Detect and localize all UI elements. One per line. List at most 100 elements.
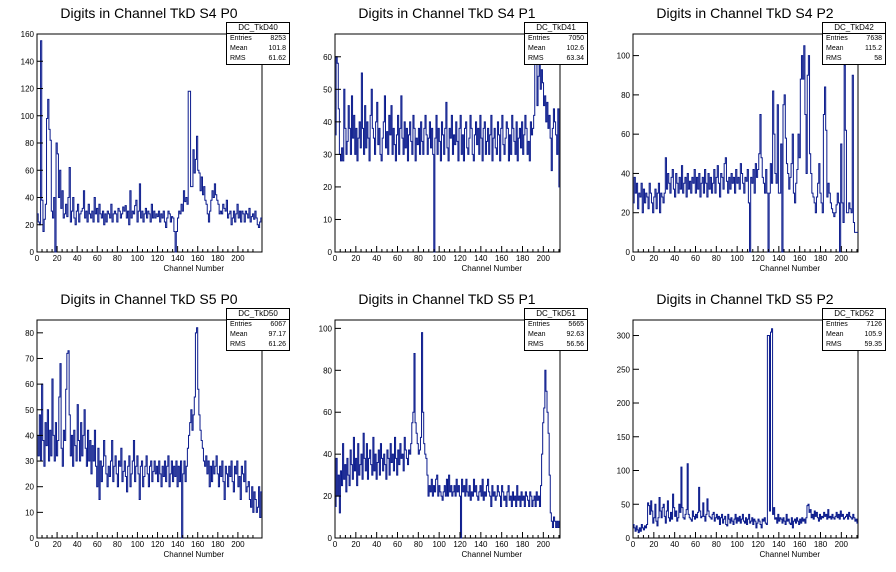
y-tick-label: 10: [323, 215, 332, 224]
y-tick-label: 40: [25, 431, 34, 440]
x-tick-label: 40: [73, 254, 82, 263]
x-tick-label: 140: [171, 254, 185, 263]
histogram-plot: 0 20 40 60 80 100 120 140 160 180 200 0 20 40 60 80 100 1…: [21, 30, 263, 273]
y-tick-label: 40: [621, 169, 630, 178]
stats-row-entries: Entries 6067: [227, 320, 289, 330]
x-tick-label: 100: [432, 540, 446, 549]
plot-frame: [36, 319, 263, 539]
x-tick-label: 100: [730, 254, 744, 263]
plot-frame: [632, 33, 859, 253]
stats-label: Mean: [230, 331, 248, 338]
stats-row-mean: Mean 105.9: [823, 330, 885, 340]
chart-title: Digits in Channel TkD S4 P0: [60, 5, 238, 21]
x-tick-label: 160: [191, 540, 205, 549]
y-tick-label: 0: [30, 248, 35, 257]
x-tick-label: 80: [414, 540, 423, 549]
stats-label: Entries: [528, 35, 550, 42]
x-tick-label: 160: [495, 254, 509, 263]
y-tick-label: 60: [25, 166, 34, 175]
x-tick-label: 200: [231, 254, 245, 263]
x-tick-label: 200: [537, 540, 551, 549]
y-tick-label: 120: [21, 85, 35, 94]
stats-value: 59.35: [864, 341, 882, 348]
stats-label: Entries: [826, 321, 848, 328]
stats-row-mean: Mean 92.63: [525, 330, 587, 340]
chart-title: Digits in Channel TkD S5 P2: [656, 291, 834, 307]
stats-label: Mean: [826, 331, 844, 338]
x-tick-label: 40: [670, 254, 679, 263]
stats-name: DC_TkD50: [227, 309, 289, 320]
x-tick-label: 60: [93, 540, 102, 549]
y-tick-label: 80: [323, 366, 332, 375]
x-tick-label: 0: [631, 254, 636, 263]
stats-label: Entries: [230, 35, 252, 42]
y-tick-label: 30: [25, 457, 34, 466]
stats-box: DC_TkD41 Entries 7050 Mean 102.6 RMS 63.34: [524, 22, 588, 65]
x-tick-label: 140: [171, 540, 185, 549]
stats-name: DC_TkD51: [525, 309, 587, 320]
x-tick-label: 40: [372, 540, 381, 549]
y-tick-label: 100: [319, 324, 333, 333]
stats-label: RMS: [826, 55, 842, 62]
x-tick-label: 120: [453, 254, 467, 263]
x-tick-label: 180: [516, 540, 530, 549]
stats-value: 115.2: [865, 45, 882, 52]
x-axis-label: Channel Number: [760, 264, 821, 273]
y-tick-label: 0: [626, 248, 631, 257]
stats-row-rms: RMS 59.35: [823, 340, 885, 350]
x-tick-label: 100: [432, 254, 446, 263]
x-tick-label: 20: [53, 254, 62, 263]
y-tick-label: 70: [25, 354, 34, 363]
x-tick-label: 0: [631, 540, 636, 549]
histogram-panel: Digits in Channel TkD S5 P2 0 20 40 60 80 100 1…: [596, 286, 894, 572]
x-tick-label: 140: [474, 540, 488, 549]
stats-box: DC_TkD40 Entries 8253 Mean 101.8 RMS 61.62: [226, 22, 290, 65]
x-tick-label: 20: [649, 254, 658, 263]
x-tick-label: 180: [516, 254, 530, 263]
x-tick-label: 200: [537, 254, 551, 263]
stats-row-rms: RMS 63.34: [525, 54, 587, 64]
stats-value: 97.17: [268, 331, 286, 338]
x-tick-label: 140: [474, 254, 488, 263]
histogram-panel: Digits in Channel TkD S4 P2 0 20 40 60 80 100 1…: [596, 0, 894, 286]
stats-row-rms: RMS 56.56: [525, 340, 587, 350]
stats-box: DC_TkD42 Entries 7638 Mean 115.2 RMS 58: [822, 22, 886, 65]
y-tick-label: 200: [617, 399, 631, 408]
x-tick-label: 140: [772, 254, 786, 263]
stats-row-rms: RMS 61.62: [227, 54, 289, 64]
y-tick-label: 300: [617, 332, 631, 341]
y-tick-label: 100: [21, 112, 35, 121]
stats-row-mean: Mean 101.8: [227, 44, 289, 54]
stats-row-mean: Mean 97.17: [227, 330, 289, 340]
histogram-plot: 0 20 40 60 80 100 120 140 160 180 200 0 10 20 30 40 50 60…: [323, 33, 561, 273]
histogram-plot: 0 20 40 60 80 100 120 140 160 180 200 0 10 20 30 40 50 60…: [25, 319, 263, 559]
stats-row-entries: Entries 7638: [823, 34, 885, 44]
y-tick-label: 20: [621, 209, 630, 218]
x-tick-label: 200: [835, 540, 849, 549]
plot-frame: [632, 319, 859, 539]
stats-value: 58: [874, 55, 882, 62]
x-tick-label: 160: [793, 254, 807, 263]
x-tick-label: 100: [131, 254, 145, 263]
stats-box: DC_TkD50 Entries 6067 Mean 97.17 RMS 61.26: [226, 308, 290, 351]
x-tick-label: 180: [211, 540, 225, 549]
y-tick-label: 20: [25, 221, 34, 230]
x-axis-label: Channel Number: [462, 550, 523, 559]
x-tick-label: 120: [751, 540, 765, 549]
y-tick-label: 20: [323, 492, 332, 501]
x-tick-label: 60: [393, 540, 402, 549]
y-tick-label: 140: [21, 57, 35, 66]
y-tick-label: 0: [30, 534, 35, 543]
plot-frame: [334, 319, 561, 539]
x-tick-label: 80: [113, 254, 122, 263]
x-tick-label: 200: [835, 254, 849, 263]
x-tick-label: 80: [712, 540, 721, 549]
x-tick-label: 200: [231, 540, 245, 549]
stats-name: DC_TkD40: [227, 23, 289, 34]
histogram-series: [37, 40, 262, 253]
x-tick-label: 160: [793, 540, 807, 549]
stats-label: Mean: [528, 331, 546, 338]
histogram-panel: Digits in Channel TkD S4 P0 0 20 40 60 80 100 1…: [0, 0, 298, 286]
x-tick-label: 80: [414, 254, 423, 263]
